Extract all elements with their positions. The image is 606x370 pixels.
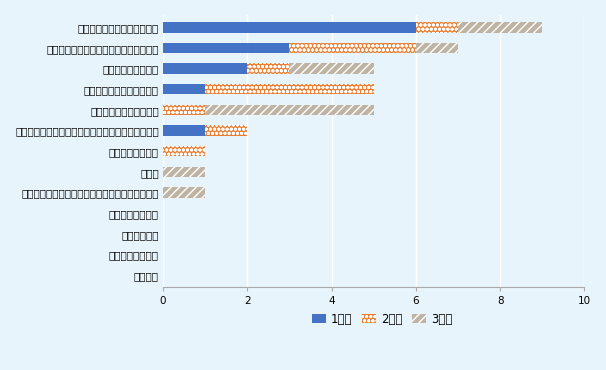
Bar [205,84,374,94]
Bar [205,105,374,115]
Bar [290,64,374,74]
Bar [416,22,458,33]
Bar [163,64,247,74]
Bar [163,105,205,115]
Bar [163,22,416,33]
Bar [458,22,542,33]
Bar [290,43,416,53]
Bar [247,64,290,74]
Bar [163,146,205,157]
Legend: 1番目, 2番目, 3番目: 1番目, 2番目, 3番目 [307,308,457,330]
Bar [163,84,205,94]
Bar [163,167,205,177]
Bar [205,125,247,136]
Bar [163,187,205,198]
Bar [163,125,205,136]
Bar [163,43,290,53]
Bar [416,43,458,53]
